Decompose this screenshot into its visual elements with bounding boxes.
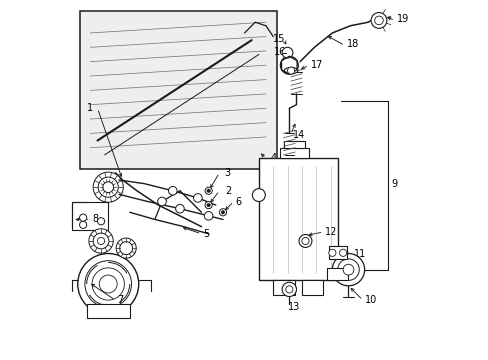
Circle shape: [168, 186, 177, 195]
Text: 13: 13: [287, 302, 299, 312]
Text: 3: 3: [224, 168, 230, 178]
Bar: [301, 280, 323, 295]
Circle shape: [175, 204, 184, 213]
Circle shape: [78, 253, 139, 315]
Circle shape: [120, 242, 132, 255]
Bar: [326, 268, 348, 280]
Text: 5: 5: [203, 229, 209, 239]
Text: 7: 7: [117, 295, 123, 305]
Circle shape: [287, 67, 294, 74]
Text: 8: 8: [92, 215, 98, 224]
Text: 11: 11: [353, 248, 366, 258]
Bar: [273, 280, 294, 295]
Bar: [80, 12, 276, 169]
Circle shape: [102, 182, 113, 193]
Circle shape: [97, 218, 104, 225]
Bar: [86, 304, 129, 318]
Circle shape: [80, 221, 86, 228]
Circle shape: [92, 268, 124, 300]
Circle shape: [100, 179, 116, 195]
Circle shape: [98, 177, 118, 197]
Text: 15: 15: [273, 34, 285, 44]
Circle shape: [282, 282, 296, 297]
Circle shape: [116, 238, 136, 258]
Text: 12: 12: [325, 227, 337, 237]
Circle shape: [89, 229, 113, 253]
Circle shape: [298, 234, 311, 247]
Circle shape: [374, 16, 383, 25]
Text: 16: 16: [273, 46, 285, 57]
Text: 9: 9: [391, 179, 397, 189]
Circle shape: [332, 253, 364, 286]
Circle shape: [328, 249, 335, 256]
Bar: [258, 158, 337, 280]
Circle shape: [204, 187, 212, 194]
Bar: [328, 246, 346, 259]
Ellipse shape: [284, 67, 297, 74]
Circle shape: [280, 56, 298, 74]
Circle shape: [282, 47, 292, 58]
Circle shape: [339, 249, 346, 256]
Bar: [284, 140, 305, 148]
Circle shape: [204, 202, 212, 209]
Circle shape: [80, 214, 86, 221]
Circle shape: [158, 197, 166, 206]
Text: 2: 2: [224, 186, 230, 196]
Bar: [72, 202, 108, 230]
Circle shape: [93, 233, 109, 249]
Circle shape: [285, 286, 292, 293]
Bar: [280, 148, 308, 158]
Circle shape: [97, 237, 104, 244]
Text: 10: 10: [364, 295, 376, 305]
Text: 6: 6: [235, 197, 241, 207]
Circle shape: [193, 194, 202, 202]
Circle shape: [252, 189, 265, 202]
Circle shape: [343, 264, 353, 275]
Circle shape: [221, 211, 224, 214]
Text: 17: 17: [310, 60, 323, 70]
Circle shape: [204, 212, 212, 220]
Circle shape: [206, 203, 210, 207]
Circle shape: [85, 261, 131, 307]
Circle shape: [206, 189, 210, 193]
Circle shape: [93, 172, 123, 202]
Text: 4: 4: [270, 153, 276, 163]
Circle shape: [219, 209, 226, 216]
Text: 1: 1: [86, 103, 93, 113]
Circle shape: [301, 237, 308, 244]
Circle shape: [99, 275, 117, 293]
Text: 14: 14: [292, 130, 305, 140]
Circle shape: [370, 13, 386, 28]
Circle shape: [337, 259, 359, 280]
Text: 19: 19: [396, 14, 408, 24]
Text: 18: 18: [346, 40, 358, 49]
